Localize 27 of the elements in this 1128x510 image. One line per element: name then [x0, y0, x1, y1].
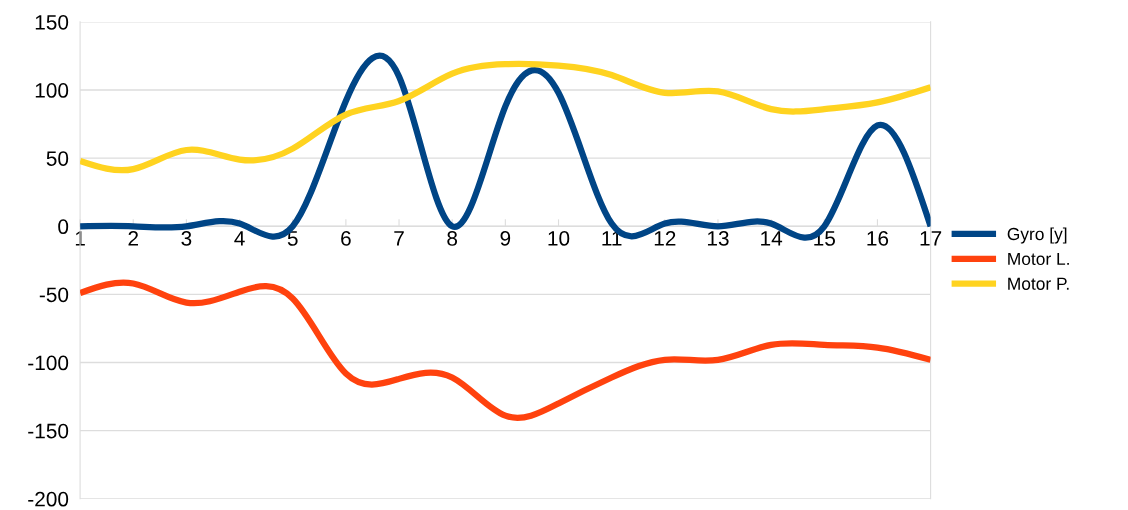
- legend-label: Gyro [y]: [1007, 227, 1067, 244]
- x-tick-label: 16: [867, 231, 889, 246]
- x-tick-label: 1: [75, 231, 85, 246]
- x-tick-label: 7: [394, 231, 404, 246]
- y-tick-label: -200: [28, 491, 69, 507]
- y-tick-label: 150: [35, 14, 69, 30]
- x-tick-label: 4: [234, 231, 245, 246]
- x-tick-label: 6: [341, 231, 351, 246]
- y-tick-label: -150: [28, 423, 69, 439]
- x-tick-label: 12: [654, 231, 676, 246]
- x-tick-label: 17: [920, 231, 942, 246]
- x-tick-label: 8: [447, 231, 458, 246]
- y-tick-label: -100: [28, 355, 69, 371]
- y-tick-label: 0: [58, 219, 69, 235]
- y-tick-label: 100: [35, 83, 69, 98]
- x-tick-label: 9: [500, 231, 511, 246]
- x-tick-label: 3: [181, 231, 192, 246]
- x-tick-label: 13: [707, 231, 729, 246]
- y-tick-label: -50: [39, 287, 69, 303]
- legend-label: Motor L.: [1008, 252, 1069, 266]
- x-tick-label: 2: [128, 231, 138, 246]
- legend-label: Motor P.: [1008, 277, 1069, 290]
- x-tick-label: 10: [548, 231, 570, 246]
- x-tick-label: 5: [287, 231, 298, 246]
- x-tick-label: 11: [602, 231, 622, 246]
- y-tick-label: 50: [46, 151, 69, 166]
- x-tick-label: 14: [761, 231, 783, 246]
